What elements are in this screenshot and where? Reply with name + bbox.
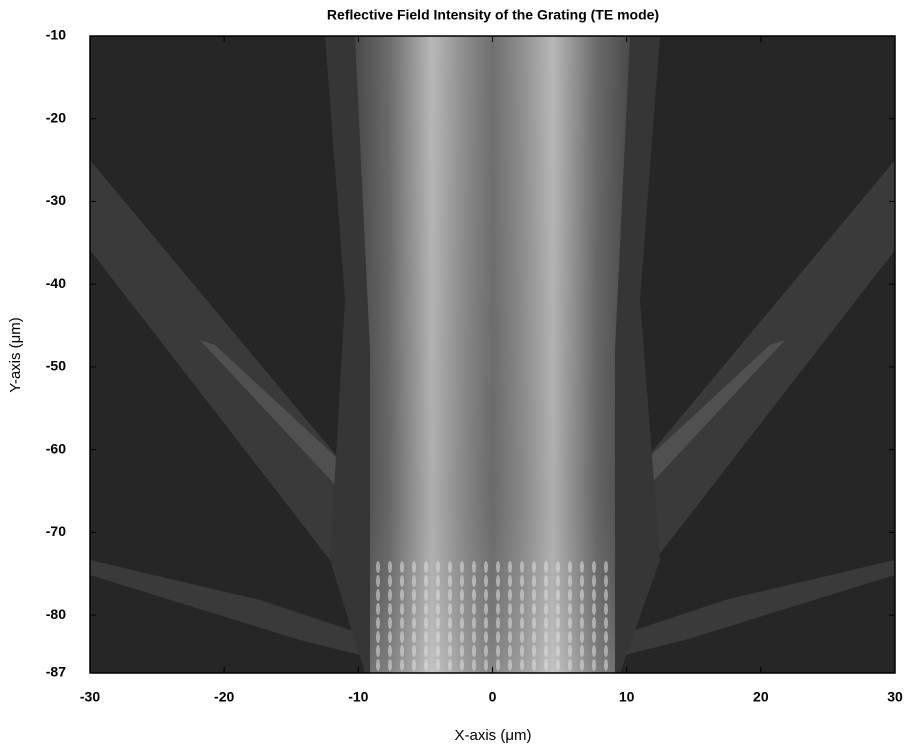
chart-title: Reflective Field Intensity of the Gratin… xyxy=(327,7,659,23)
y-tick-label: -80 xyxy=(46,606,66,622)
y-tick-label: -20 xyxy=(46,109,66,125)
x-tick-label: -30 xyxy=(80,689,100,705)
y-tick-label: -50 xyxy=(46,358,66,374)
y-tick-label: -10 xyxy=(46,27,66,43)
x-axis-label: X-axis (μm) xyxy=(455,727,532,744)
y-tick-label: -40 xyxy=(46,275,66,291)
x-tick-label: 30 xyxy=(887,689,903,705)
y-tick-label: -70 xyxy=(46,523,66,539)
y-axis-label: Y-axis (μm) xyxy=(7,317,24,393)
x-tick-label: 20 xyxy=(753,689,769,705)
field-image xyxy=(90,36,895,673)
y-tick-label: -60 xyxy=(46,440,66,456)
x-tick-label: -20 xyxy=(214,689,234,705)
x-tick-label: -10 xyxy=(348,689,368,705)
x-tick-label: 0 xyxy=(489,689,497,705)
y-tick-label: -30 xyxy=(46,192,66,208)
x-tick-label: 10 xyxy=(619,689,635,705)
y-tick-label: -87 xyxy=(46,664,66,680)
